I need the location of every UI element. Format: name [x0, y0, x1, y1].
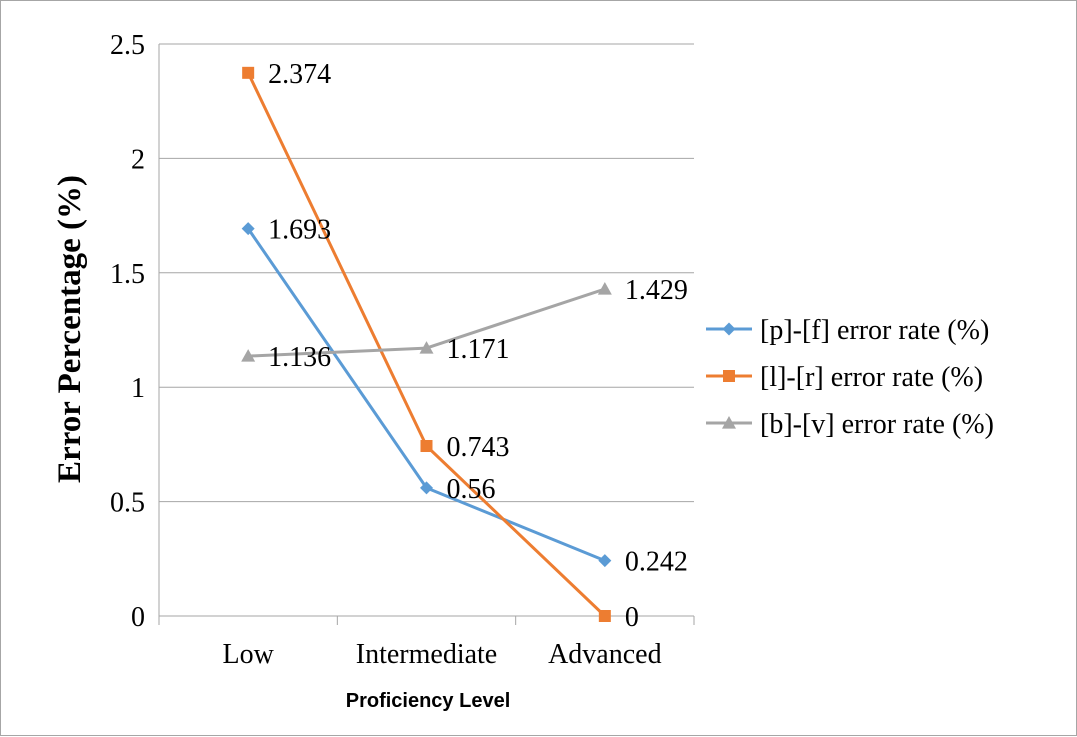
legend-item-3: [b]-[v] error rate (%): [706, 409, 994, 440]
series-2-point-2: [420, 440, 433, 453]
legend-marker-2: [723, 370, 735, 382]
series-1-point-1: [241, 222, 255, 236]
x-tick-low: Low: [223, 639, 275, 670]
series-3-point-1: [241, 349, 256, 362]
gridlines: [159, 43, 694, 503]
legend-item-1: [p]-[f] error rate (%): [706, 315, 989, 346]
y-tick-2-5: 2.5: [110, 30, 145, 61]
series-1-point-3: [598, 554, 612, 568]
series-2-point-3: [598, 610, 611, 622]
data-label-s2-1: 2.374: [268, 59, 331, 90]
axes: [158, 44, 695, 625]
y-tick-1: 1: [131, 373, 145, 404]
data-label-s3-3: 1.429: [625, 275, 688, 306]
legend-marker-3: [722, 416, 736, 429]
data-label-s2-2: 0.743: [447, 432, 510, 463]
legend: [p]-[f] error rate (%) [l]-[r] error rate…: [706, 315, 994, 440]
series-3-point-3: [597, 282, 612, 295]
y-tick-2: 2: [131, 144, 145, 175]
series-group: [241, 66, 612, 622]
series-1-point-2: [420, 481, 433, 495]
x-tick-labels: Low Intermediate Advanced: [223, 639, 662, 670]
x-tick-advanced: Advanced: [548, 639, 662, 670]
y-tick-0: 0: [131, 602, 145, 633]
legend-item-2: [l]-[r] error rate (%): [706, 362, 983, 393]
data-label-s2-3: 0: [625, 602, 639, 633]
series-3-point-2: [419, 341, 434, 354]
series-line-1: [246, 227, 606, 563]
series-2-point-1: [242, 66, 255, 79]
data-label-s1-3: 0.242: [625, 547, 688, 578]
data-label-s1-2: 0.56: [447, 474, 496, 505]
data-label-s1-1: 1.693: [268, 215, 331, 246]
x-tick-intermediate: Intermediate: [356, 639, 497, 670]
legend-label-3: [b]-[v] error rate (%): [760, 409, 994, 440]
legend-marker-1: [722, 322, 736, 336]
data-label-s3-1: 1.136: [268, 342, 331, 373]
legend-label-2: [l]-[r] error rate (%): [760, 362, 983, 393]
y-tick-1-5: 1.5: [110, 259, 145, 290]
x-axis-title: Proficiency Level: [346, 690, 511, 712]
legend-label-1: [p]-[f] error rate (%): [760, 315, 989, 346]
y-tick-0-5: 0.5: [110, 488, 145, 519]
y-tick-labels: 0 0.5 1 1.5 2 2.5: [110, 30, 145, 633]
data-labels: 1.693 0.56 0.242 2.374 0.743 0 1.136 1.171 1.429: [268, 59, 688, 633]
data-label-s3-2: 1.171: [447, 334, 510, 365]
y-axis-title: Error Percentage (%): [52, 175, 88, 483]
